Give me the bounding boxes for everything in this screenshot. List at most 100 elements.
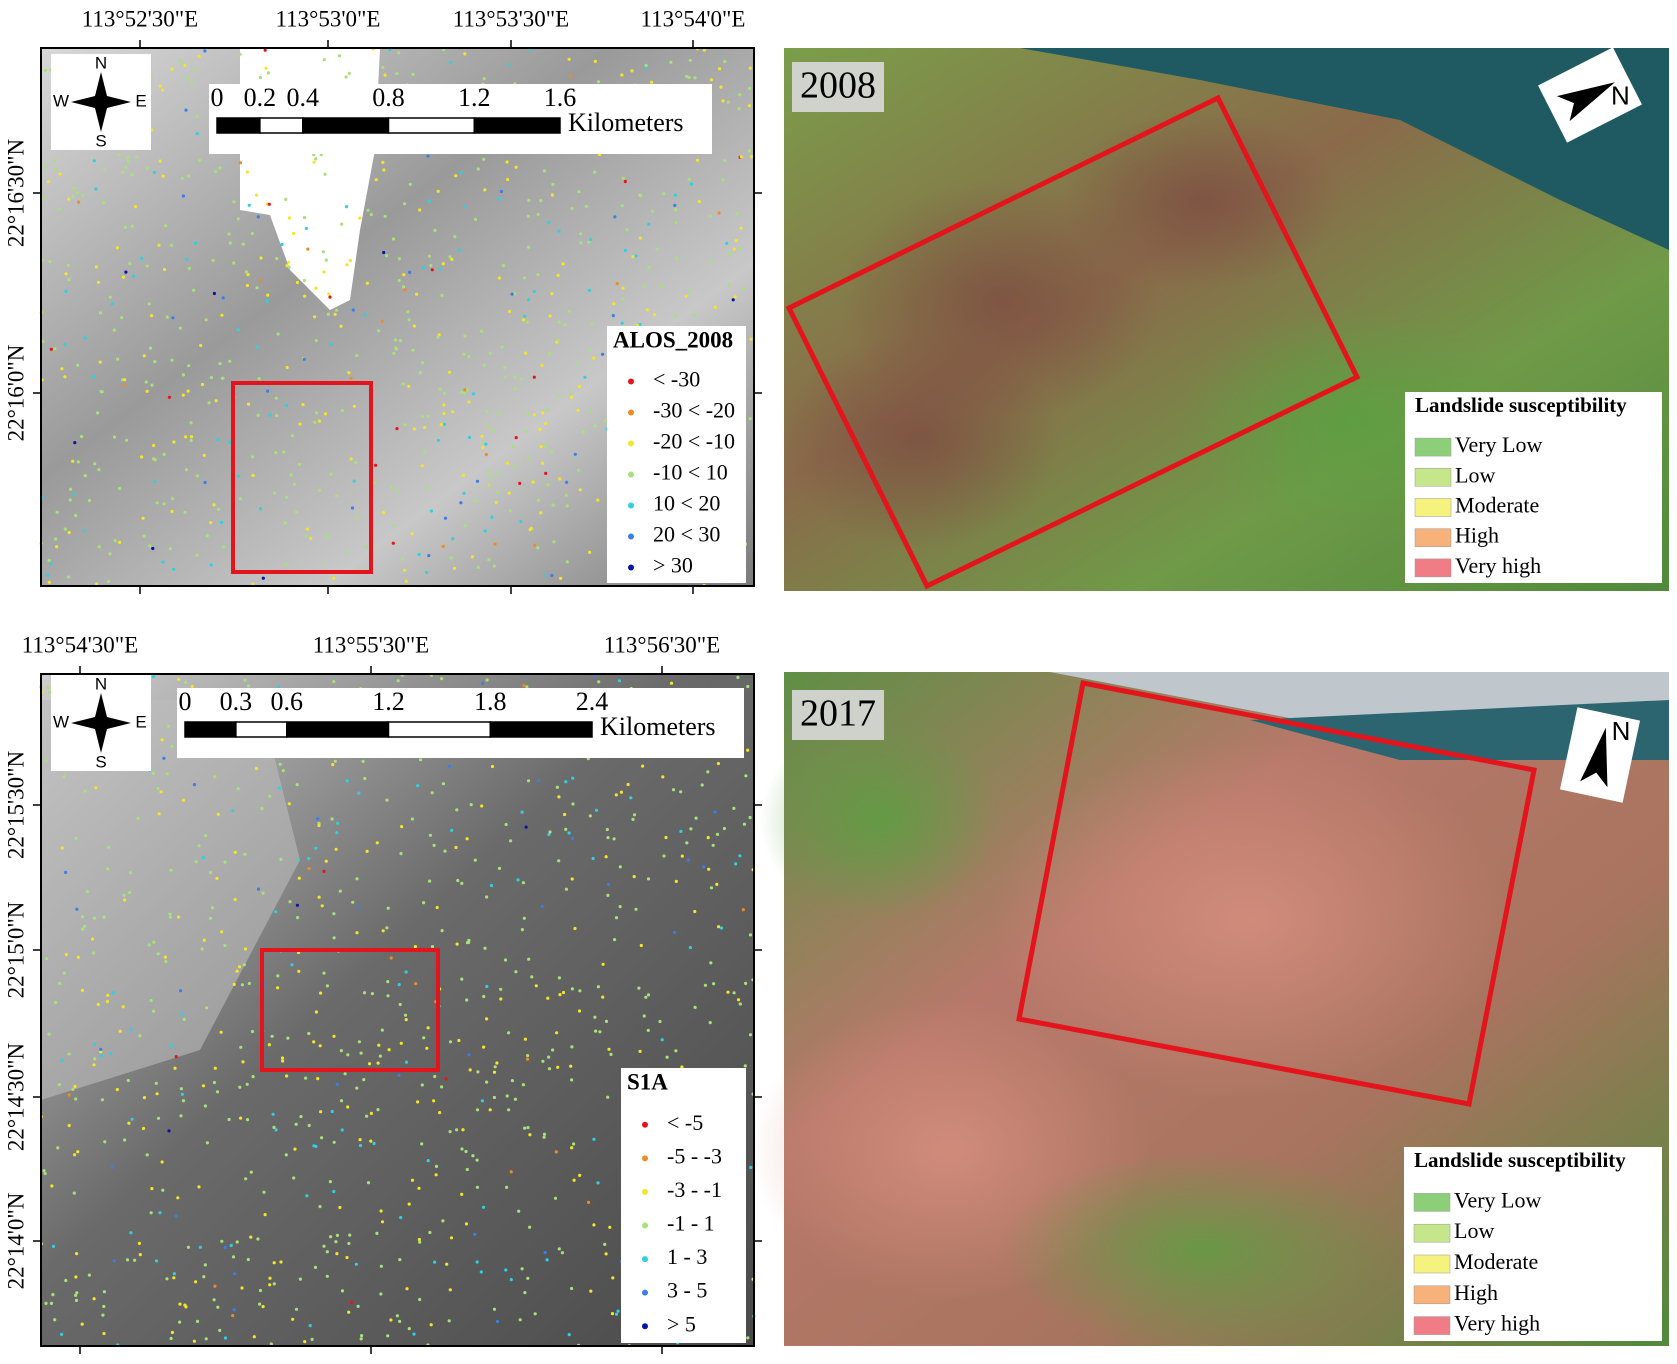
insar-point: [322, 971, 326, 975]
insar-point: [660, 284, 664, 288]
insar-point: [156, 952, 160, 956]
insar-point: [411, 348, 415, 352]
insar-point: [238, 52, 242, 56]
insar-point: [162, 502, 166, 506]
insar-point: [123, 225, 127, 229]
legend-label: 20 < 30: [653, 522, 720, 547]
insar-point: [578, 232, 583, 236]
insar-point: [102, 915, 106, 919]
insar-point: [717, 211, 721, 215]
insar-point: [184, 108, 188, 112]
insar-point: [479, 329, 484, 333]
insar-point: [240, 1286, 244, 1290]
insar-point: [318, 1205, 322, 1209]
insar-point: [397, 1073, 401, 1077]
insar-point: [376, 1061, 380, 1065]
study-area-box: [1016, 680, 1537, 1107]
insar-point: [736, 998, 741, 1002]
insar-point: [264, 66, 268, 70]
insar-point: [362, 991, 367, 995]
insar-point: [381, 65, 385, 70]
insar-point: [94, 265, 98, 269]
scale-label: 1.6: [544, 83, 577, 112]
insar-point: [72, 1191, 76, 1195]
insar-point: [463, 388, 467, 392]
insar-point: [673, 203, 677, 207]
insar-point: [152, 940, 156, 944]
insar-point: [687, 290, 692, 294]
insar-point: [441, 544, 445, 549]
insar-point: [272, 491, 276, 495]
insar-point: [707, 867, 711, 871]
insar-point: [128, 261, 132, 266]
insar-point: [204, 318, 208, 322]
insar-point: [692, 313, 696, 317]
insar-point: [588, 814, 592, 818]
insar-point: [475, 1108, 480, 1112]
insar-point: [150, 314, 154, 318]
insar-point: [73, 441, 77, 445]
insar-point: [395, 427, 399, 431]
insar-point: [609, 1052, 613, 1056]
insar-point: [671, 788, 676, 792]
insar-point: [293, 1147, 297, 1151]
insar-point: [430, 268, 434, 272]
insar-point: [304, 226, 308, 230]
insar-point: [748, 933, 753, 937]
insar-point: [552, 540, 556, 544]
insar-point: [557, 1247, 561, 1251]
insar-point: [111, 991, 115, 995]
insar-point: [92, 1063, 96, 1067]
insar-point: [365, 1114, 369, 1118]
insar-point: [634, 254, 638, 258]
insar-point: [274, 396, 278, 400]
insar-point: [274, 1128, 278, 1132]
insar-point: [483, 529, 487, 533]
insar-point: [130, 173, 134, 177]
insar-point: [168, 912, 172, 916]
insar-point: [708, 214, 713, 218]
insar-point: [83, 336, 87, 340]
insar-point: [207, 401, 211, 405]
insar-point: [71, 1087, 75, 1091]
insar-point: [407, 1202, 411, 1206]
insar-point: [322, 869, 326, 874]
insar-point: [438, 267, 442, 271]
insar-point: [170, 1043, 174, 1047]
insar-point: [618, 905, 622, 909]
longitude-label: 113°54'0"E: [641, 6, 746, 31]
insar-point: [255, 286, 259, 290]
insar-point: [463, 524, 467, 528]
insar-point: [179, 1114, 183, 1118]
insar-point: [285, 365, 289, 370]
insar-point: [392, 351, 396, 355]
insar-point: [275, 414, 279, 418]
insar-point: [434, 1164, 439, 1168]
insar-point: [324, 258, 328, 262]
insar-point: [709, 259, 713, 263]
insar-point: [522, 684, 526, 688]
insar-point: [426, 1026, 430, 1030]
insar-point: [459, 390, 463, 394]
insar-point: [429, 1323, 433, 1327]
insar-point: [573, 926, 577, 931]
insar-point: [485, 895, 489, 899]
insar-point: [103, 1140, 107, 1144]
insar-point: [47, 1032, 51, 1036]
insar-point: [623, 248, 628, 252]
insar-point: [51, 1293, 55, 1297]
insar-point: [355, 931, 359, 935]
insar-point: [255, 345, 259, 349]
insar-point: [229, 1243, 233, 1248]
insar-point: [689, 827, 693, 831]
insar-point: [674, 1049, 678, 1053]
legend-swatch: [628, 564, 634, 571]
insar-point: [316, 817, 320, 821]
legend-swatch: [642, 1155, 648, 1162]
legend-swatch: [642, 1222, 648, 1229]
insar-point: [75, 907, 79, 911]
north-label: N: [1612, 716, 1631, 746]
insar-point: [721, 178, 725, 182]
insar-point: [504, 822, 508, 827]
insar-point: [546, 996, 550, 1000]
